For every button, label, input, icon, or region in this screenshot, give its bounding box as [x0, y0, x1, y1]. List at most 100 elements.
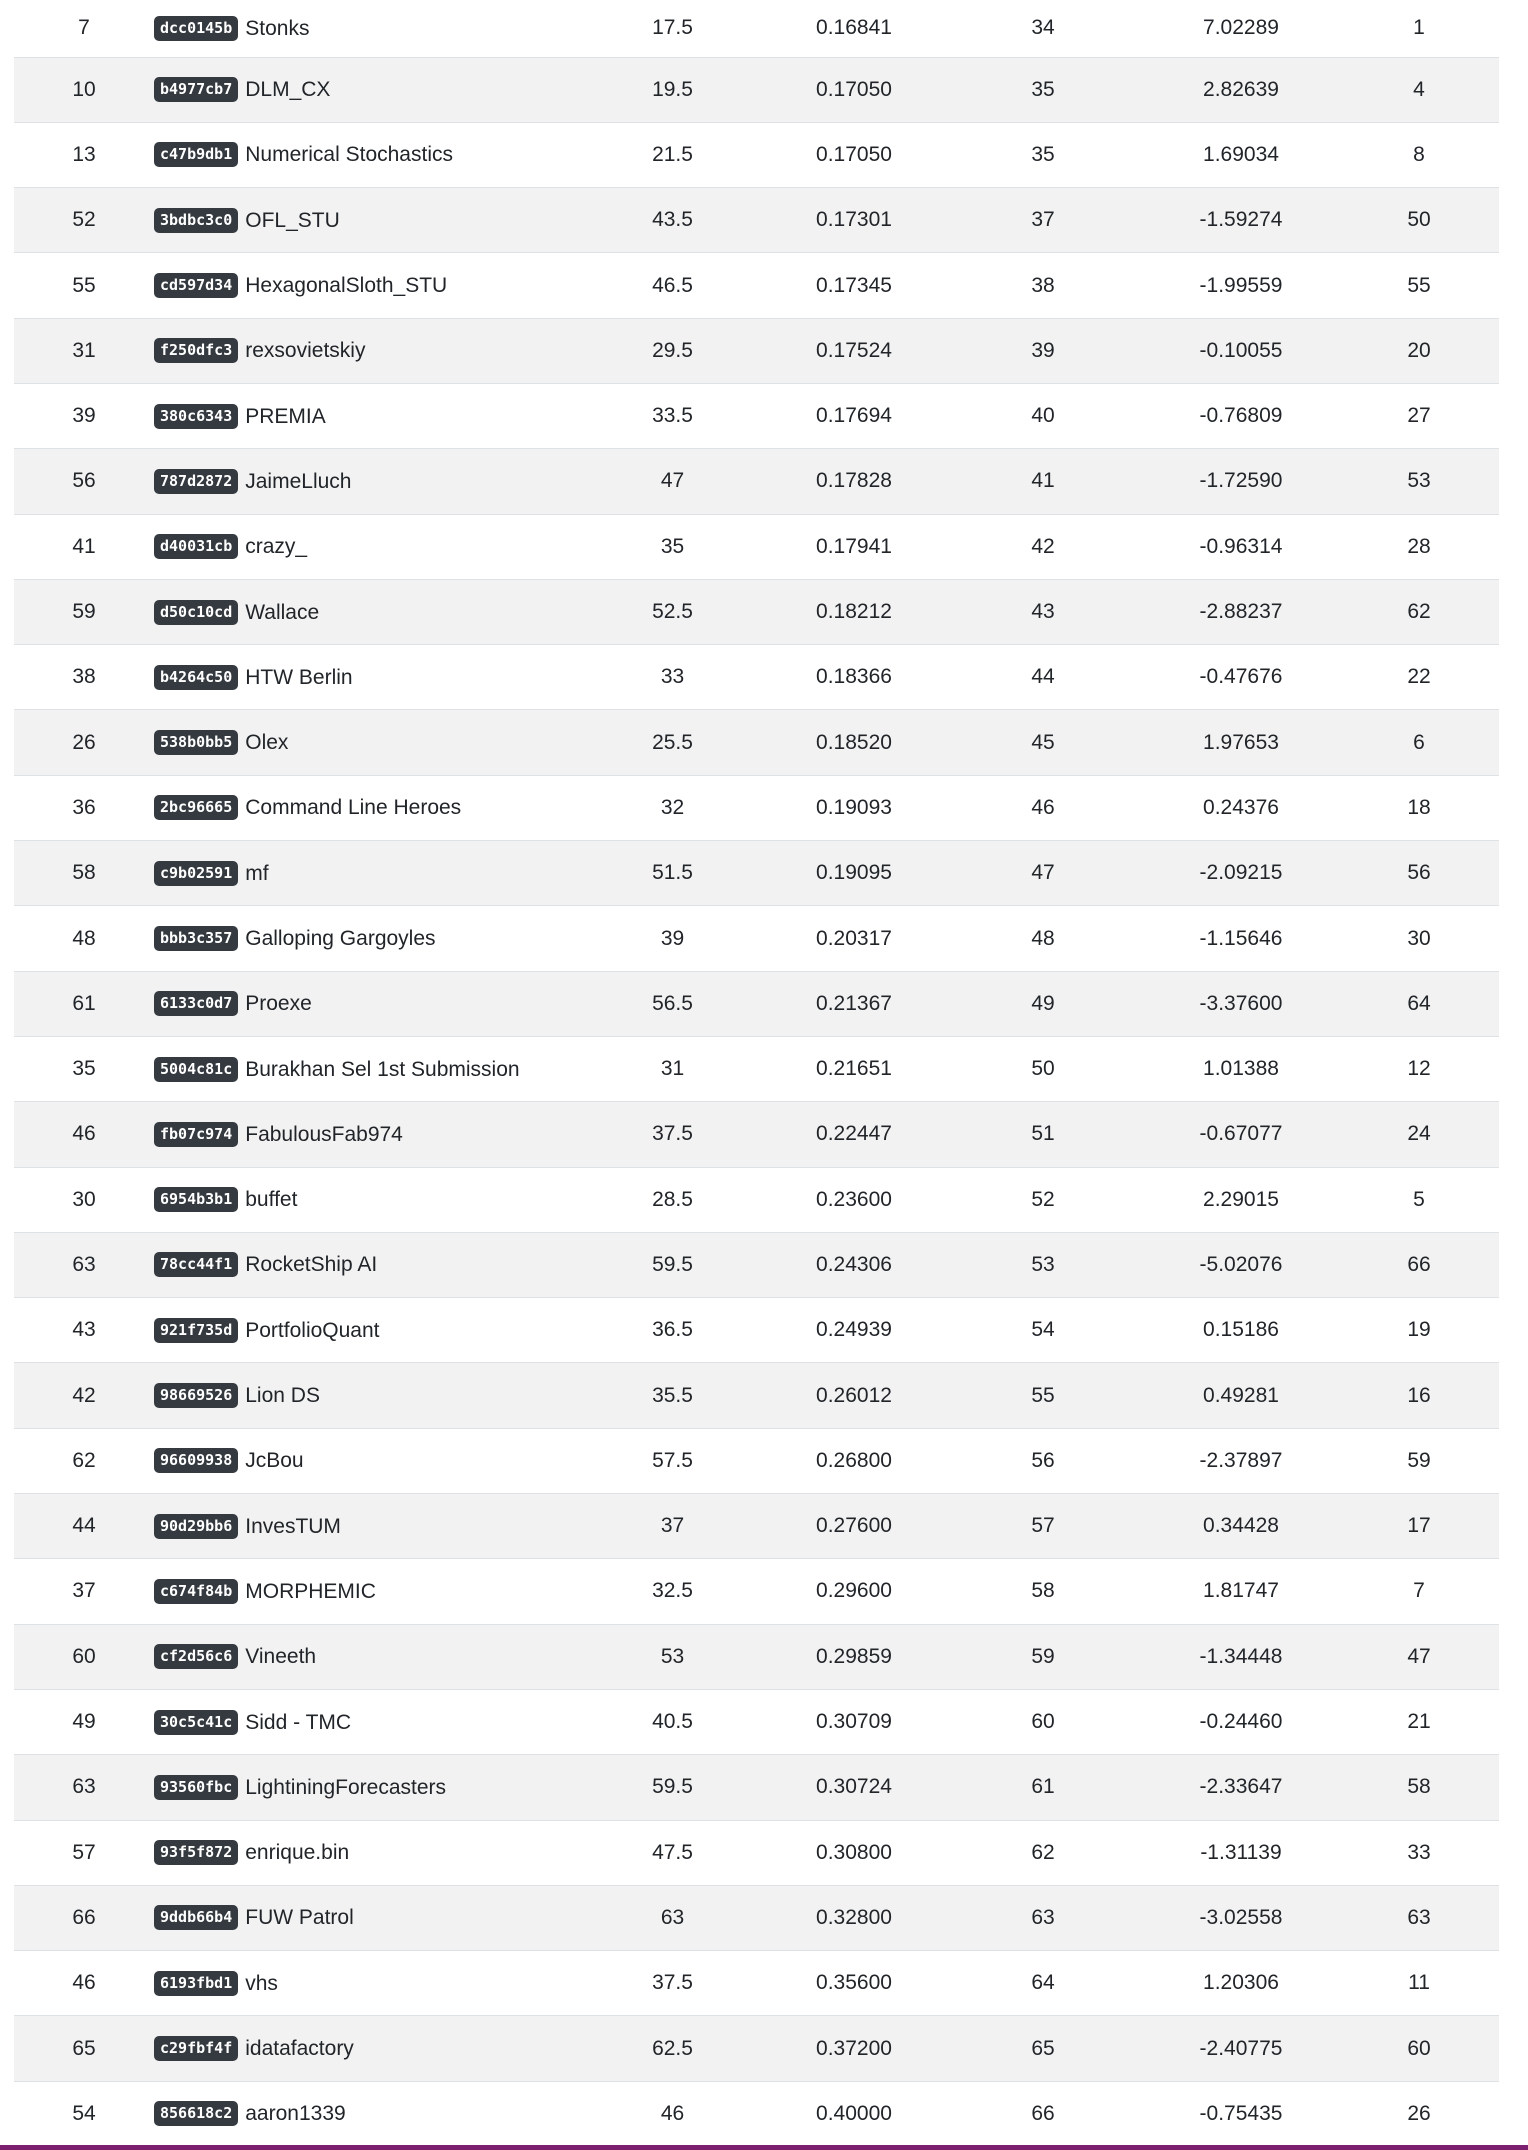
score-rank-cell: 37: [1031, 208, 1055, 232]
return-cell: 1.20306: [1203, 1971, 1279, 1995]
team-name: mf: [245, 861, 269, 885]
score-rank-cell: 48: [1031, 926, 1055, 950]
return-cell: 0.34428: [1203, 1514, 1279, 1538]
score-cell: 0.21651: [816, 1057, 892, 1081]
score-rank-cell: 41: [1031, 469, 1055, 493]
score-rank-cell: 34: [1031, 16, 1055, 40]
return-rank-cell: 19: [1407, 1318, 1431, 1342]
score-rank-cell: 35: [1031, 142, 1055, 166]
team-cell: b4264c50 HTW Berlin: [154, 645, 580, 710]
avg-rank-cell: 33: [660, 665, 685, 689]
return-cell: -1.72590: [1199, 469, 1283, 493]
return-rank-cell: 20: [1407, 338, 1431, 362]
team-name: JcBou: [245, 1449, 304, 1473]
submission-hash-badge: dcc0145b: [154, 15, 239, 41]
return-cell: -0.96314: [1199, 534, 1283, 558]
team-cell: 98669526 Lion DS: [154, 1363, 580, 1428]
score-cell: 0.17301: [816, 208, 892, 232]
score-cell: 0.17345: [816, 273, 892, 297]
score-rank-cell: 58: [1031, 1579, 1055, 1603]
score-cell: 0.22447: [816, 1122, 892, 1146]
return-cell: -1.31139: [1200, 1840, 1282, 1864]
avg-rank-cell: 36.5: [652, 1318, 693, 1342]
team-name: rexsovietskiy: [245, 339, 366, 363]
team-name: aaron1339: [245, 2102, 346, 2126]
score-cell: 0.29600: [816, 1579, 892, 1603]
return-rank-cell: 64: [1407, 991, 1431, 1015]
team-cell: 921f735d PortfolioQuant: [154, 1298, 580, 1363]
team-cell: cd597d34 HexagonalSloth_STU: [154, 253, 580, 318]
score-rank-cell: 54: [1031, 1318, 1055, 1342]
team-name: RocketShip AI: [245, 1253, 378, 1277]
table-row: 43 921f735d PortfolioQuant 36.5 0.24939 54 0.1…: [14, 1297, 1499, 1363]
return-cell: -0.67077: [1199, 1122, 1283, 1146]
leaderboard-table-body: 7 dcc0145b Stonks 17.5 0.16841 34 7.02289 1 10 b4…: [14, 0, 1499, 2147]
score-rank-cell: 38: [1031, 273, 1055, 297]
avg-rank-cell: 32.5: [652, 1579, 693, 1603]
avg-rank-cell: 43.5: [652, 208, 693, 232]
submission-hash-badge: 856618c2: [154, 2101, 239, 2127]
table-row: 54 856618c2 aaron1339 46 0.40000 66 -0.75435 26: [14, 2081, 1499, 2147]
table-row: 26 538b0bb5 Olex 25.5 0.18520 45 1.97653 6: [14, 709, 1499, 776]
avg-rank-cell: 39: [660, 926, 685, 950]
return-cell: 1.81747: [1203, 1579, 1279, 1603]
table-row: 58 c9b02591 mf 51.5 0.19095 47 -2.09215 56: [14, 840, 1499, 906]
rank-cell: 63: [72, 1775, 96, 1799]
score-rank-cell: 43: [1031, 600, 1055, 624]
team-name: Lion DS: [245, 1384, 320, 1408]
team-cell: 538b0bb5 Olex: [154, 710, 580, 775]
team-name: DLM_CX: [245, 78, 331, 102]
submission-hash-badge: c674f84b: [154, 1578, 239, 1604]
team-name: Burakhan Sel 1st Submission: [245, 1057, 520, 1081]
return-cell: 1.69034: [1203, 142, 1279, 166]
return-cell: -5.02076: [1199, 1252, 1283, 1276]
score-rank-cell: 66: [1031, 2101, 1055, 2125]
score-rank-cell: 53: [1031, 1252, 1055, 1276]
avg-rank-cell: 62.5: [652, 2036, 693, 2060]
avg-rank-cell: 35: [660, 534, 685, 558]
score-rank-cell: 56: [1031, 1448, 1055, 1472]
avg-rank-cell: 59.5: [652, 1252, 693, 1276]
avg-rank-cell: 63: [660, 1905, 685, 1929]
rank-cell: 36: [72, 795, 96, 819]
team-cell: 78cc44f1 RocketShip AI: [154, 1232, 580, 1297]
team-cell: 93560fbc LightiningForecasters: [154, 1755, 580, 1820]
submission-hash-badge: 3bdbc3c0: [154, 207, 239, 233]
submission-hash-badge: 93f5f872: [154, 1840, 239, 1866]
team-name: vhs: [245, 1971, 278, 1995]
team-name: Olex: [245, 731, 289, 755]
score-rank-cell: 62: [1031, 1840, 1055, 1864]
submission-hash-badge: b4264c50: [154, 664, 239, 690]
team-cell: 6133c0d7 Proexe: [154, 971, 580, 1036]
rank-cell: 46: [72, 1971, 96, 1995]
table-row: 55 cd597d34 HexagonalSloth_STU 46.5 0.17345 3…: [14, 252, 1499, 319]
team-cell: 9ddb66b4 FUW Patrol: [154, 1885, 580, 1950]
avg-rank-cell: 51.5: [652, 861, 693, 885]
table-row: 49 30c5c41c Sidd - TMC 40.5 0.30709 60 -0.2446…: [14, 1689, 1499, 1755]
score-rank-cell: 52: [1031, 1187, 1055, 1211]
table-row: 52 3bdbc3c0 OFL_STU 43.5 0.17301 37 -1.59274 50: [14, 187, 1499, 253]
team-name: FUW Patrol: [245, 1906, 354, 1930]
return-rank-cell: 22: [1407, 665, 1431, 689]
return-rank-cell: 53: [1407, 469, 1431, 493]
team-name: OFL_STU: [245, 208, 340, 232]
team-name: Galloping Gargoyles: [245, 927, 436, 950]
return-cell: -1.15646: [1199, 926, 1283, 950]
score-cell: 0.27600: [816, 1514, 892, 1538]
submission-hash-badge: cf2d56c6: [154, 1644, 239, 1670]
score-cell: 0.19095: [816, 861, 892, 885]
score-cell: 0.40000: [816, 2101, 892, 2125]
score-cell: 0.24939: [816, 1318, 892, 1342]
rank-cell: 52: [72, 208, 96, 232]
table-row: 62 96609938 JcBou 57.5 0.26800 56 -2.37897 59: [14, 1428, 1499, 1494]
team-cell: 90d29bb6 InvesTUM: [154, 1494, 580, 1559]
avg-rank-cell: 59.5: [652, 1775, 693, 1799]
return-rank-cell: 6: [1413, 730, 1425, 754]
team-cell: b4977cb7 DLM_CX: [154, 57, 580, 122]
table-row: 46 fb07c974 FabulousFab974 37.5 0.22447 51 -0.…: [14, 1101, 1499, 1168]
return-rank-cell: 62: [1407, 600, 1431, 624]
team-cell: 93f5f872 enrique.bin: [154, 1820, 580, 1885]
team-cell: 6954b3b1 buffet: [154, 1167, 580, 1232]
team-cell: dcc0145b Stonks: [154, 0, 580, 57]
return-rank-cell: 50: [1407, 208, 1431, 232]
